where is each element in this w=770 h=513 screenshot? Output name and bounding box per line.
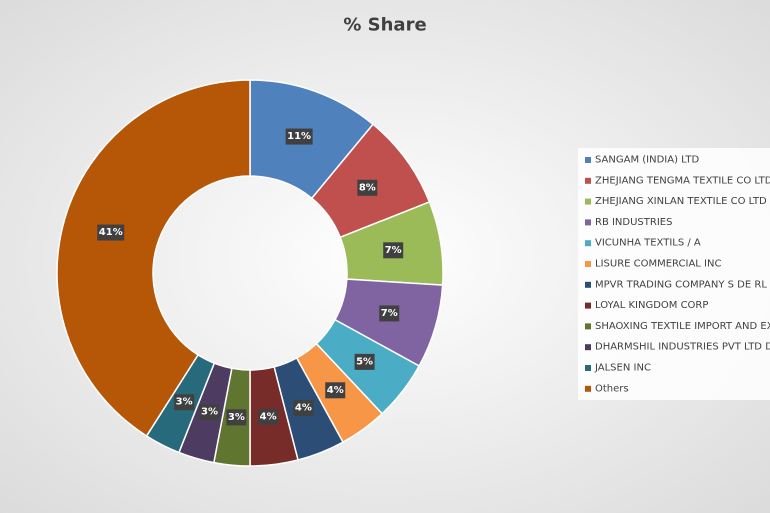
legend-swatch [585, 157, 591, 163]
data-label-box [226, 409, 247, 426]
data-label-box [325, 382, 346, 399]
data-label-box [97, 224, 125, 241]
data-label-box [383, 242, 404, 259]
legend-swatch [585, 302, 591, 309]
legend-label: RB INDUSTRIES [595, 217, 672, 228]
legend-swatch [585, 365, 591, 371]
legend-swatch [585, 385, 591, 392]
legend-label: Others [595, 383, 629, 394]
data-label-box [199, 404, 220, 421]
data-label: 3% [176, 397, 193, 408]
legend-label: DHARMSHIL INDUSTRIES PVT LTD DHA [595, 342, 770, 353]
legend-swatch [585, 344, 591, 351]
data-label-group: 3% [226, 409, 247, 426]
data-label: 4% [260, 411, 277, 422]
data-label-box [293, 399, 314, 416]
legend-swatch [585, 240, 591, 247]
legend-swatch [585, 261, 591, 267]
data-label-group: 11% [285, 128, 313, 145]
data-label: 7% [381, 308, 398, 319]
legend-label: ZHEJIANG TENGMA TEXTILE CO LTD [595, 175, 770, 186]
legend-swatch [585, 177, 591, 184]
data-label-group: 3% [199, 404, 220, 421]
data-label-group: 7% [383, 242, 404, 259]
data-label: 4% [327, 385, 344, 396]
legend-label: LOYAL KINGDOM CORP [595, 300, 708, 311]
data-label: 41% [99, 227, 123, 238]
legend-swatch [585, 323, 591, 330]
data-label: 8% [359, 182, 376, 193]
data-label-group: 4% [258, 408, 279, 425]
data-label-group: 3% [174, 394, 195, 411]
legend-label: SHAOXING TEXTILE IMPORT AND EXPO [595, 321, 770, 332]
legend-swatch [585, 198, 591, 205]
data-label-box [174, 394, 195, 411]
data-label: 3% [228, 412, 245, 423]
data-label-group: 7% [379, 305, 400, 322]
legend-label: VICUNHA TEXTILS / A [595, 238, 701, 249]
data-label: 3% [201, 407, 218, 418]
data-label-box [285, 128, 313, 145]
data-label-box [357, 179, 378, 196]
data-label-box [379, 305, 400, 322]
data-label-group: 41% [97, 224, 125, 241]
legend-swatch [585, 219, 591, 226]
data-label-group: 5% [354, 353, 375, 370]
legend-label: JALSEN INC [594, 363, 651, 374]
legend-label: SANGAM (INDIA) LTD [595, 155, 699, 166]
data-label-box [258, 408, 279, 425]
data-label: 4% [295, 402, 312, 413]
legend-label: LISURE COMMERCIAL INC [595, 259, 721, 270]
slice [56, 79, 251, 437]
legend-swatch [585, 281, 591, 288]
data-label: 11% [287, 131, 311, 142]
data-label: 7% [385, 245, 402, 256]
data-label-group: 8% [357, 179, 378, 196]
data-label-group: 4% [325, 382, 346, 399]
data-label-box [354, 353, 375, 370]
legend-label: ZHEJIANG XINLAN TEXTILE CO LTD [595, 196, 767, 207]
chart-title: % Share [343, 15, 426, 36]
data-label: 5% [356, 356, 373, 367]
legend-label: MPVR TRADING COMPANY S DE RL [595, 279, 767, 290]
data-label-group: 4% [293, 399, 314, 416]
legend-box [578, 148, 770, 400]
